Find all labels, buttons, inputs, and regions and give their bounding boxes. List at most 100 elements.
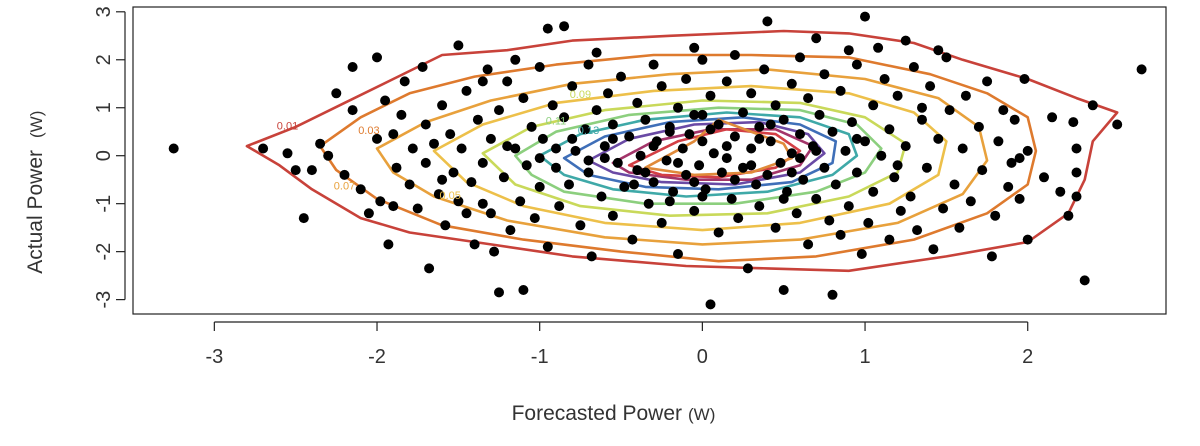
data-point-170	[863, 217, 874, 228]
data-point-17	[391, 162, 402, 173]
contour-label-1: 0.03	[358, 125, 379, 137]
contour-label-3: 0.05	[439, 190, 460, 202]
data-point-51	[510, 143, 521, 154]
data-point-59	[534, 181, 545, 192]
data-point-97	[661, 155, 672, 166]
data-point-71	[575, 220, 586, 231]
data-point-106	[689, 205, 700, 216]
data-point-99	[668, 186, 679, 197]
data-point-124	[738, 107, 748, 118]
data-point-82	[612, 157, 623, 168]
data-point-109	[697, 54, 708, 65]
data-point-198	[965, 196, 976, 207]
contour-label-6: 0.13	[578, 125, 599, 137]
data-point-206	[1003, 181, 1014, 192]
data-point-87	[632, 97, 643, 108]
data-point-49	[505, 225, 516, 236]
data-point-75	[586, 251, 597, 262]
data-point-61	[542, 241, 553, 252]
data-point-9	[355, 184, 366, 195]
data-point-200	[977, 165, 988, 176]
data-point-224	[437, 174, 448, 185]
data-point-209	[1014, 193, 1025, 204]
data-point-40	[477, 157, 488, 168]
data-point-77	[596, 191, 607, 202]
data-point-57	[529, 213, 540, 224]
data-point-236	[347, 62, 358, 72]
data-point-230	[689, 42, 700, 53]
data-point-50	[510, 54, 521, 65]
contour-label-0: 0.01	[277, 120, 298, 132]
data-point-115	[713, 227, 724, 238]
data-point-246	[746, 160, 757, 171]
data-point-114	[708, 148, 719, 159]
data-point-234	[1071, 167, 1082, 178]
data-point-34	[453, 196, 464, 207]
data-point-56	[526, 121, 537, 132]
data-point-15	[383, 239, 394, 250]
data-point-241	[778, 193, 789, 204]
y-tick-label-4: 1	[93, 102, 115, 113]
data-point-208	[1009, 114, 1020, 125]
data-point-261	[892, 160, 903, 171]
data-point-142	[786, 78, 797, 89]
data-point-43	[485, 133, 496, 144]
data-point-161	[840, 145, 851, 156]
data-point-221	[1112, 119, 1123, 130]
data-point-63	[547, 100, 558, 111]
data-point-81	[607, 119, 618, 130]
data-point-118	[721, 76, 732, 87]
data-point-190	[933, 133, 944, 144]
data-point-55	[521, 160, 532, 171]
data-point-250	[629, 179, 639, 190]
data-point-10	[363, 208, 374, 219]
data-point-136	[770, 222, 781, 233]
data-point-193	[944, 105, 955, 116]
data-point-86	[627, 234, 638, 245]
data-point-182	[900, 141, 911, 152]
data-point-218	[1071, 191, 1082, 202]
data-point-158	[830, 179, 841, 190]
data-point-64	[551, 162, 561, 173]
data-point-90	[640, 114, 651, 125]
data-point-196	[957, 143, 968, 154]
data-point-35	[456, 143, 467, 154]
data-point-245	[648, 141, 659, 152]
data-point-37	[466, 177, 477, 188]
data-point-135	[765, 136, 776, 147]
data-point-54	[518, 285, 529, 295]
data-point-210	[1019, 74, 1030, 84]
data-point-120	[726, 193, 737, 204]
data-point-133	[762, 16, 773, 27]
data-point-38	[469, 239, 480, 250]
data-point-233	[1071, 143, 1082, 154]
data-point-247	[673, 157, 683, 168]
data-point-238	[551, 143, 561, 154]
data-point-214	[1047, 112, 1058, 123]
data-point-134	[762, 169, 773, 180]
data-point-88	[632, 165, 643, 176]
data-point-253	[811, 145, 822, 156]
data-point-217	[1068, 117, 1079, 128]
data-point-254	[583, 155, 594, 166]
contour-label-2: 0.07	[334, 180, 355, 192]
data-point-192	[941, 52, 952, 63]
data-point-251	[729, 174, 740, 185]
data-point-216	[1063, 210, 1074, 221]
data-point-166	[851, 59, 862, 70]
data-point-257	[754, 133, 765, 144]
data-point-44	[489, 246, 500, 257]
data-point-107	[689, 109, 700, 120]
data-point-112	[705, 90, 716, 101]
y-tick-label-0: -3	[93, 291, 115, 309]
data-point-263	[697, 191, 708, 202]
data-point-226	[323, 150, 334, 161]
data-point-248	[721, 141, 732, 152]
data-point-174	[876, 150, 887, 161]
data-point-28	[433, 189, 444, 200]
contour-line-10	[627, 128, 802, 179]
data-point-25	[420, 119, 431, 130]
data-point-1	[258, 143, 269, 154]
data-point-70	[570, 145, 581, 156]
data-point-67	[559, 21, 570, 32]
